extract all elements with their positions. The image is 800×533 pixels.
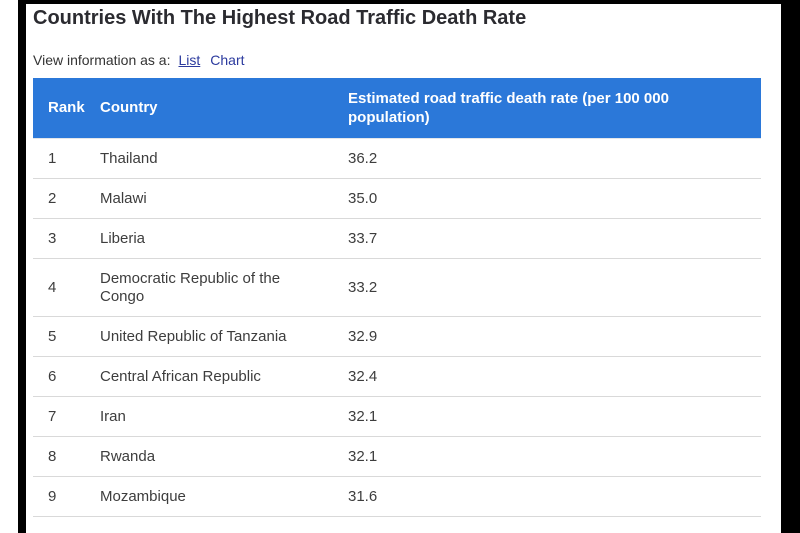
table-row: 5 United Republic of Tanzania 32.9 [33, 316, 761, 357]
table-row: 8 Rwanda 32.1 [33, 436, 761, 477]
view-as-toggle: View information as a: List Chart [33, 52, 761, 69]
table-row: 3 Liberia 33.7 [33, 218, 761, 259]
rank-cell: 7 [33, 396, 100, 437]
page-title: Countries With The Highest Road Traffic … [33, 7, 527, 29]
country-cell: Rwanda [100, 436, 348, 477]
table-row: 6 Central African Republic 32.4 [33, 356, 761, 397]
table-header-row: Rank Country Estimated road traffic deat… [33, 78, 761, 139]
table-row: 9 Mozambique 31.6 [33, 476, 761, 517]
table-row: 7 Iran 32.1 [33, 396, 761, 437]
rate-cell: 33.2 [348, 258, 761, 317]
rank-cell: 8 [33, 436, 100, 477]
rank-cell: 6 [33, 356, 100, 397]
rate-cell: 32.1 [348, 396, 761, 437]
rank-cell: 5 [33, 316, 100, 357]
rank-cell: 9 [33, 476, 100, 517]
rate-cell: 31.6 [348, 476, 761, 517]
table-body: 1 Thailand 36.2 2 Malawi 35.0 3 Liberia … [33, 138, 761, 517]
country-cell: Iran [100, 396, 348, 437]
country-cell: Malawi [100, 178, 348, 219]
rate-cell: 32.1 [348, 436, 761, 477]
table-header: Rank Country Estimated road traffic deat… [33, 78, 761, 139]
country-cell: United Republic of Tanzania [100, 316, 348, 357]
country-cell: Central African Republic [100, 356, 348, 397]
rate-cell: 33.7 [348, 218, 761, 259]
rate-cell: 35.0 [348, 178, 761, 219]
crop-edge-top [24, 0, 800, 4]
page-content: Countries With The Highest Road Traffic … [33, 0, 761, 517]
rank-cell: 3 [33, 218, 100, 259]
view-as-label: View information as a: [33, 52, 171, 68]
view-as-list-link[interactable]: List [178, 52, 201, 68]
col-header-rank: Rank [33, 78, 100, 139]
country-cell: Thailand [100, 138, 348, 179]
rank-cell: 2 [33, 178, 100, 219]
rate-cell: 32.4 [348, 356, 761, 397]
view-as-chart-link[interactable]: Chart [210, 52, 245, 68]
col-header-country: Country [100, 78, 348, 139]
crop-edge-right [781, 0, 800, 533]
death-rate-table: Rank Country Estimated road traffic deat… [33, 78, 761, 517]
table-row: 2 Malawi 35.0 [33, 178, 761, 219]
table-row: 1 Thailand 36.2 [33, 138, 761, 179]
country-cell: Mozambique [100, 476, 348, 517]
crop-edge-left [18, 0, 26, 533]
country-cell: Liberia [100, 218, 348, 259]
rank-cell: 1 [33, 138, 100, 179]
country-cell: Democratic Republic of the Congo [100, 258, 348, 317]
table-row: 4 Democratic Republic of the Congo 33.2 [33, 258, 761, 317]
col-header-rate: Estimated road traffic death rate (per 1… [348, 78, 761, 139]
rank-cell: 4 [33, 258, 100, 317]
rate-cell: 36.2 [348, 138, 761, 179]
rate-cell: 32.9 [348, 316, 761, 357]
